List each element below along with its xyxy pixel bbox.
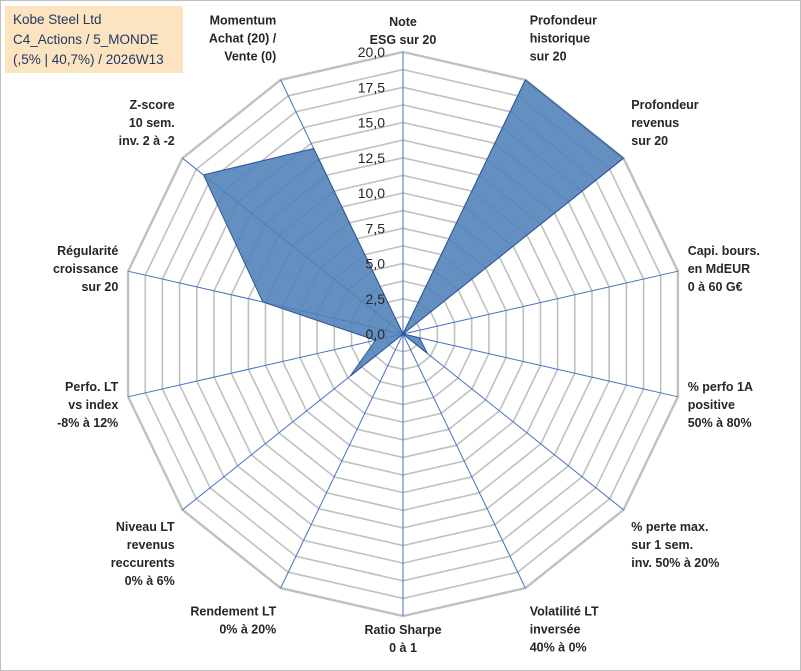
category-label: en MdEUR	[688, 262, 751, 276]
category-label: Ratio Sharpe	[364, 623, 441, 637]
category-label: 0 à 1	[389, 641, 417, 655]
tick-label: 10,0	[358, 185, 385, 201]
category-label: % perfo 1A	[688, 380, 753, 394]
tick-label: 15,0	[358, 115, 385, 131]
axis-spoke	[402, 333, 624, 511]
category-label: inversée	[530, 623, 581, 637]
category-label: 0 à 60 G€	[688, 280, 743, 294]
axis-spoke	[280, 333, 404, 589]
category-label: sur 20	[81, 280, 118, 294]
category-label: reccurents	[111, 556, 175, 570]
axis-spoke	[402, 333, 526, 589]
tick-label: 0,0	[366, 326, 386, 342]
category-label: Perfo. LT	[65, 380, 119, 394]
chart-header-box: Kobe Steel Ltd C4_Actions / 5_MONDE (,5%…	[5, 6, 183, 73]
category-label: inv. 50% à 20%	[631, 556, 719, 570]
period-info: (,5% | 40,7%) / 2026W13	[13, 52, 164, 67]
category-label: sur 1 sem.	[631, 538, 693, 552]
category-label: positive	[688, 398, 735, 412]
axis-spoke	[127, 333, 404, 398]
category-label: Niveau LT	[116, 520, 175, 534]
category-label: Rendement LT	[190, 605, 276, 619]
category-label: Note	[389, 15, 417, 29]
tick-label: 7,5	[366, 220, 386, 236]
category-label: % perte max.	[631, 520, 708, 534]
company-name: Kobe Steel Ltd	[13, 12, 102, 27]
category-label: sur 20	[631, 134, 668, 148]
category-label: Profondeur	[530, 13, 597, 27]
category-label: Momentum	[210, 13, 277, 27]
category-label: Régularité	[57, 244, 118, 258]
category-label: revenus	[127, 538, 175, 552]
category-label: 50% à 80%	[688, 416, 752, 430]
category-label: Achat (20) /	[209, 31, 277, 45]
category-label: Capi. bours.	[688, 244, 760, 258]
tick-label: 12,5	[358, 150, 385, 166]
category-label: 10 sem.	[129, 116, 175, 130]
data-series-area	[202, 79, 625, 377]
category-label: Z-score	[130, 98, 175, 112]
category-label: Volatilité LT	[530, 605, 599, 619]
category-label: vs index	[68, 398, 118, 412]
category-label: croissance	[53, 262, 118, 276]
category-label: 0% à 6%	[125, 574, 175, 588]
category-label: 0% à 20%	[219, 623, 276, 637]
category-label: Vente (0)	[224, 49, 276, 63]
tick-label: 20,0	[358, 44, 385, 60]
axis-spoke	[402, 333, 679, 398]
category-label: 40% à 0%	[530, 641, 587, 655]
category-label: Profondeur	[631, 98, 698, 112]
category-label: revenus	[631, 116, 679, 130]
axis-spoke	[402, 270, 679, 335]
category-label: sur 20	[530, 49, 567, 63]
tick-label: 5,0	[366, 256, 386, 272]
category-label: inv. 2 à -2	[119, 134, 175, 148]
tick-label: 17,5	[358, 79, 385, 95]
tick-label: 2,5	[366, 291, 386, 307]
category-label: -8% à 12%	[57, 416, 118, 430]
portfolio-path: C4_Actions / 5_MONDE	[13, 32, 159, 47]
category-label: ESG sur 20	[370, 33, 437, 47]
category-label: historique	[530, 31, 590, 45]
